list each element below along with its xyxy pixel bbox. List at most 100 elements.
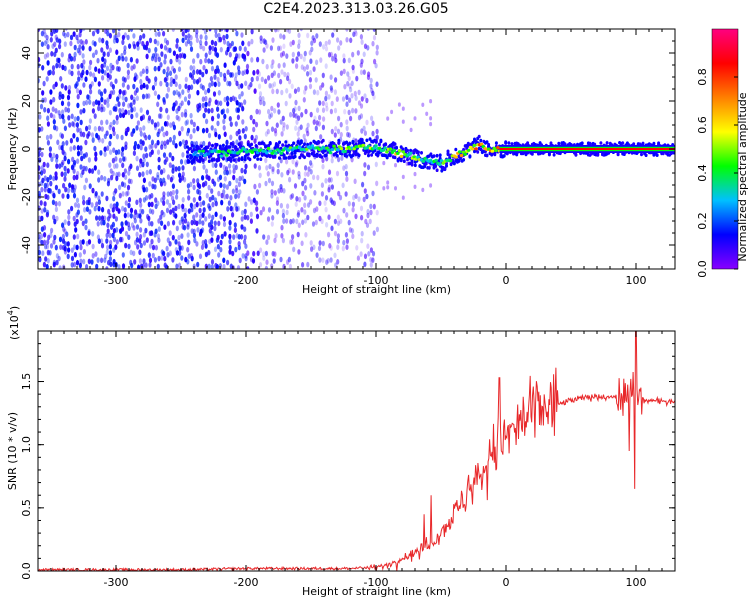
noise-speckle (243, 133, 247, 140)
noise-speckle (371, 130, 375, 137)
noise-speckle (61, 141, 65, 147)
noise-speckle (237, 83, 241, 90)
noise-speckle (108, 243, 112, 250)
noise-speckle (340, 155, 344, 161)
noise-speckle (84, 177, 88, 184)
noise-speckle (178, 250, 182, 256)
noise-speckle (366, 243, 370, 249)
noise-speckle (132, 150, 136, 156)
y-tick-label: -40 (20, 236, 33, 254)
signal-core-dot (494, 148, 498, 153)
noise-speckle (198, 102, 202, 109)
noise-speckle (243, 168, 247, 175)
noise-speckle (184, 112, 188, 118)
noise-speckle (46, 107, 51, 114)
noise-speckle (252, 118, 256, 125)
noise-speckle (54, 171, 58, 177)
noise-speckle (267, 207, 272, 213)
noise-speckle (148, 243, 153, 249)
signal-envelope-dot (410, 163, 414, 167)
noise-speckle (60, 51, 64, 58)
noise-speckle (214, 162, 218, 169)
noise-speckle (46, 140, 51, 146)
noise-speckle (215, 65, 219, 71)
noise-speckle (115, 49, 119, 55)
noise-speckle (115, 239, 119, 245)
noise-speckle (257, 109, 262, 115)
signal-envelope-dot (190, 143, 194, 148)
noise-speckle (79, 149, 83, 156)
noise-speckle (244, 126, 248, 132)
noise-speckle (329, 177, 333, 183)
noise-speckle (84, 39, 88, 45)
noise-speckle (327, 231, 331, 238)
noise-speckle (130, 94, 134, 101)
signal-envelope-dot (212, 157, 216, 162)
noise-speckle (90, 202, 94, 208)
noise-speckle (270, 72, 274, 79)
signal-core-dot (416, 155, 420, 159)
noise-speckle (72, 31, 76, 37)
noise-speckle (150, 119, 154, 125)
noise-speckle (355, 75, 359, 82)
noise-speckle (156, 29, 160, 32)
noise-speckle (109, 261, 113, 268)
noise-speckle (210, 259, 215, 265)
noise-speckle (68, 122, 72, 128)
noise-speckle (84, 76, 88, 82)
noise-speckle (145, 84, 149, 90)
noise-speckle (43, 201, 47, 207)
noise-speckle (207, 184, 211, 191)
noise-speckle (301, 219, 305, 226)
signal-envelope-dot (290, 151, 294, 155)
noise-speckle (180, 216, 184, 222)
noise-speckle (318, 257, 322, 263)
noise-speckle (112, 195, 116, 202)
noise-speckle (90, 81, 94, 87)
noise-speckle (226, 206, 230, 212)
noise-speckle (127, 109, 131, 116)
noise-speckle (106, 222, 110, 229)
noise-speckle (261, 206, 266, 212)
noise-speckle (103, 58, 107, 64)
noise-speckle (351, 233, 355, 240)
noise-speckle (210, 65, 215, 72)
noise-speckle (156, 200, 160, 207)
noise-speckle (120, 236, 124, 243)
noise-speckle (290, 83, 294, 90)
noise-speckle (156, 263, 160, 269)
noise-speckle (339, 218, 343, 225)
signal-envelope-dot (580, 141, 584, 145)
noise-speckle (96, 57, 100, 64)
noise-speckle (204, 107, 208, 113)
noise-speckle (144, 146, 148, 152)
noise-speckle (233, 46, 237, 52)
noise-speckle (171, 207, 175, 214)
noise-speckle (59, 76, 63, 82)
noise-speckle (156, 101, 160, 108)
noise-speckle (154, 46, 158, 53)
noise-speckle (225, 193, 229, 200)
noise-speckle (280, 89, 284, 96)
noise-speckle (333, 218, 337, 225)
noise-speckle (291, 158, 295, 165)
noise-speckle (63, 219, 67, 225)
noise-speckle (357, 89, 361, 96)
noise-speckle (153, 184, 157, 190)
noise-speckle (183, 224, 187, 231)
noise-speckle (345, 244, 349, 250)
signal-envelope-dot (443, 166, 447, 171)
noise-speckle (321, 240, 325, 247)
noise-speckle (294, 125, 298, 131)
noise-speckle (106, 244, 110, 251)
signal-core-dot (392, 148, 397, 153)
noise-speckle (327, 184, 331, 191)
signal-envelope-dot (321, 138, 325, 143)
noise-speckle (265, 259, 269, 266)
signal-envelope-dot (616, 152, 620, 157)
signal-envelope-dot (377, 142, 381, 147)
noise-speckle (135, 155, 139, 162)
noise-speckle (283, 71, 287, 78)
noise-speckle (279, 119, 283, 125)
noise-speckle (342, 68, 346, 75)
